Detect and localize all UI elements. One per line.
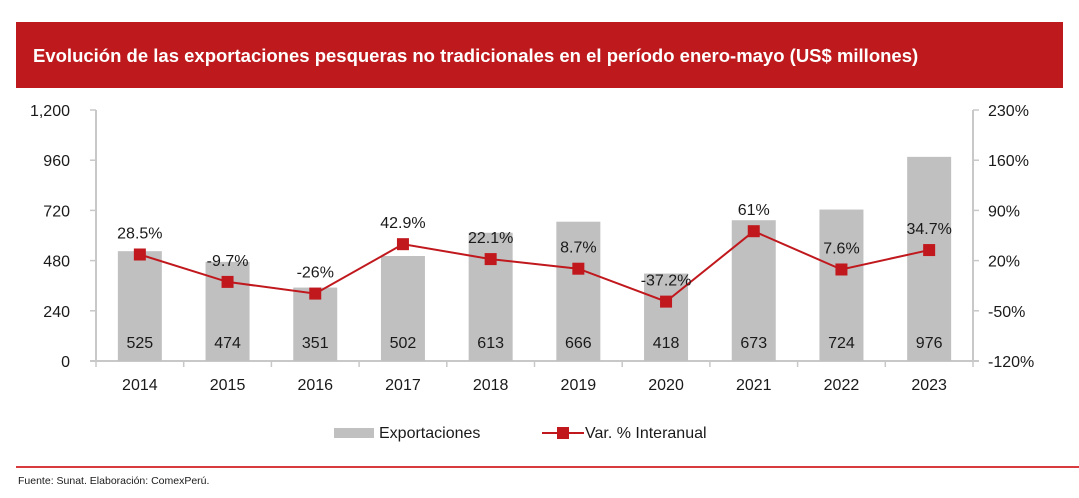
- bar-value-label: 474: [214, 335, 241, 352]
- variation-label: -37.2%: [641, 273, 692, 290]
- bar: [380, 255, 425, 361]
- title-banner: Evolución de las exportaciones pesqueras…: [16, 22, 1063, 88]
- bar-value-label: 502: [390, 335, 417, 352]
- y-tick-label-left: 240: [43, 304, 70, 321]
- line-marker: [484, 253, 497, 266]
- data-labels: 525 474 351 502 613 666 418 673 724 976 28.5% -9.7%…: [117, 202, 952, 352]
- x-tick-label: 2014: [122, 377, 158, 394]
- legend-line-marker-icon: [542, 427, 584, 439]
- axes: 0 240 480 720 960 1,200 -120% -50% 20% 90% 160% 230…: [30, 103, 1034, 394]
- line-marker: [747, 225, 760, 238]
- y-tick-label-left: 1,200: [30, 103, 70, 120]
- variation-label: -26%: [297, 265, 334, 282]
- x-tick-label: 2021: [736, 377, 772, 394]
- bar-value-label: 976: [916, 335, 943, 352]
- y-tick-label-right: -50%: [988, 304, 1025, 321]
- x-tick-label: 2017: [385, 377, 421, 394]
- bar: [644, 273, 689, 361]
- legend-swatch-bar: [334, 428, 374, 438]
- y-tick-label-left: 0: [61, 354, 70, 371]
- bar: [117, 251, 162, 361]
- variation-label: 7.6%: [823, 240, 859, 257]
- line-marker: [396, 238, 409, 251]
- y-tick-label-left: 960: [43, 153, 70, 170]
- bar: [293, 287, 338, 361]
- bar-value-label: 525: [126, 335, 153, 352]
- line-marker: [309, 287, 322, 300]
- y-tick-label-left: 480: [43, 254, 70, 271]
- footer-divider: [16, 466, 1079, 468]
- x-tick-label: 2018: [473, 377, 509, 394]
- bar-value-label: 418: [653, 335, 680, 352]
- bars: [117, 156, 952, 361]
- x-tick-label: 2022: [824, 377, 860, 394]
- y-tick-label-right: 20%: [988, 254, 1020, 271]
- chart-title: Evolución de las exportaciones pesqueras…: [33, 45, 919, 66]
- legend-label-variacion: Var. % Interanual: [585, 425, 707, 442]
- x-tick-label: 2016: [297, 377, 333, 394]
- x-tick-label: 2019: [561, 377, 597, 394]
- bar: [819, 209, 864, 361]
- bar-value-label: 666: [565, 335, 592, 352]
- line-marker: [133, 248, 146, 261]
- y-tick-label-right: 90%: [988, 203, 1020, 220]
- legend-label-exportaciones: Exportaciones: [379, 425, 481, 442]
- bar-value-label: 613: [477, 335, 504, 352]
- y-tick-label-right: 160%: [988, 153, 1029, 170]
- variation-label: 42.9%: [380, 215, 425, 232]
- line-marker: [221, 275, 234, 288]
- y-tick-label-right: 230%: [988, 103, 1029, 120]
- y-tick-label-right: -120%: [988, 354, 1034, 371]
- variation-label: 34.7%: [906, 221, 951, 238]
- line-marker: [835, 263, 848, 276]
- bar-value-label: 673: [740, 335, 767, 352]
- y-tick-label-left: 720: [43, 203, 70, 220]
- variation-label: 22.1%: [468, 230, 513, 247]
- variation-label: 28.5%: [117, 226, 162, 243]
- variation-label: 61%: [738, 202, 770, 219]
- bar: [907, 156, 952, 361]
- source-note: Fuente: Sunat. Elaboración: ComexPerú.: [18, 475, 210, 487]
- variation-label: 8.7%: [560, 240, 596, 257]
- bar-value-label: 724: [828, 335, 855, 352]
- variation-polyline: [139, 230, 930, 303]
- line-marker: [572, 262, 585, 275]
- line-marker: [923, 244, 936, 257]
- variation-line: [133, 225, 936, 308]
- x-tick-label: 2015: [210, 377, 246, 394]
- bar: [556, 221, 601, 361]
- variation-label: -9.7%: [207, 253, 249, 270]
- x-tick-label: 2023: [911, 377, 947, 394]
- bar-value-label: 351: [302, 335, 329, 352]
- x-tick-label: 2020: [648, 377, 684, 394]
- line-marker: [660, 295, 673, 308]
